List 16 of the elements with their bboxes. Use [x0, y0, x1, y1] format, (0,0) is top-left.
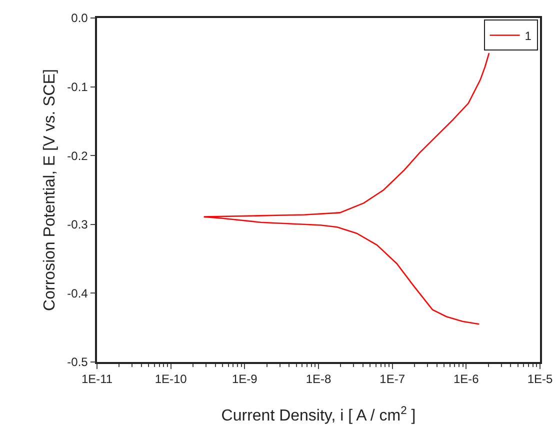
x-tick-label: 1E-11 — [81, 372, 113, 386]
x-tick-label: 1E-9 — [232, 372, 258, 386]
x-tick-label: 1E-6 — [453, 372, 480, 386]
y-tick-label: 0.0 — [71, 11, 88, 26]
y-tick-label: -0.5 — [67, 355, 88, 370]
y-axis-title: Corrosion Potential, E [V vs. SCE] — [42, 69, 58, 311]
y-tick-label: -0.1 — [67, 80, 88, 94]
x-axis-title: Current Density, i [ A / cm$^{2}$ ] — [221, 404, 416, 424]
y-tick-label: -0.3 — [67, 218, 88, 232]
y-tick-label: -0.2 — [67, 148, 88, 163]
x-tick-label: 1E-8 — [306, 372, 332, 386]
y-tick-label: -0.4 — [67, 286, 88, 300]
legend-label: 1 — [524, 28, 532, 43]
x-tick-label: 1E-10 — [154, 372, 188, 386]
x-tick-label: 1E-5 — [527, 372, 553, 386]
x-tick-label: 1E-7 — [380, 372, 406, 386]
